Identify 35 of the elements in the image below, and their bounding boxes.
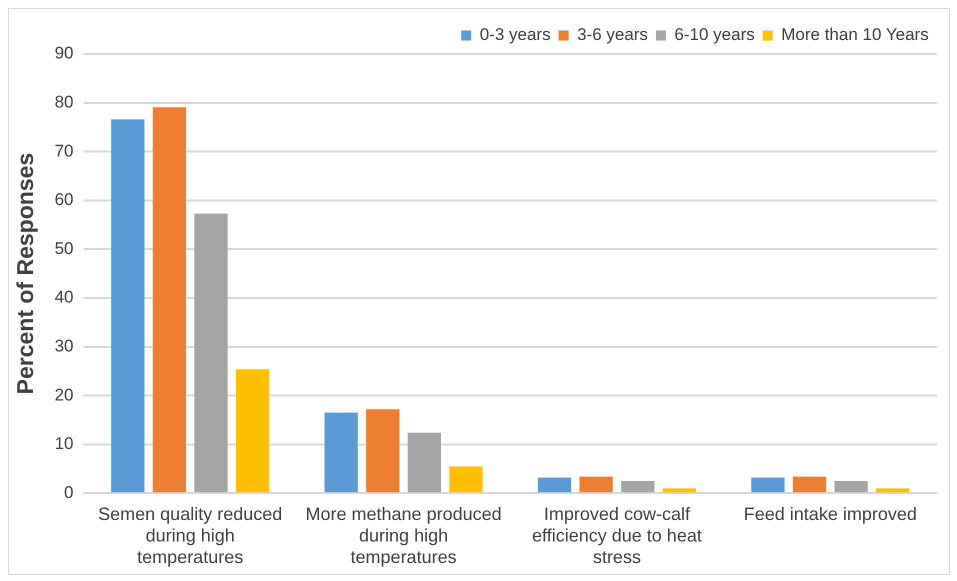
bar [111, 119, 144, 492]
y-tick-label: 60 [54, 190, 74, 210]
bar [449, 466, 483, 492]
bar [408, 432, 442, 492]
bar [236, 369, 270, 492]
bar [662, 488, 696, 492]
x-tick-label: Improved cow-calf efficiency due to heat stress [532, 504, 702, 568]
legend-label: 3-6 years [577, 25, 648, 44]
y-tick-label: 10 [54, 434, 74, 454]
y-tick-label: 90 [54, 44, 74, 63]
bar [834, 481, 868, 492]
bar [792, 476, 826, 492]
legend-label: 6-10 years [674, 25, 755, 44]
y-tick-label: 70 [54, 141, 74, 160]
y-tick-label: 50 [54, 238, 74, 258]
legend-label: 0-3 years [480, 25, 551, 44]
y-tick-label: 40 [54, 288, 74, 307]
x-tick-label: More methane produced during high temperatures [306, 504, 502, 568]
bar [579, 476, 613, 492]
bar [751, 478, 785, 492]
x-tick-label: Semen quality reduced during high temperatures [98, 504, 282, 568]
legend-label: More than 10 Years [781, 25, 929, 44]
bar [366, 409, 400, 492]
bar [621, 481, 654, 492]
bar [538, 478, 572, 492]
bar [152, 107, 186, 492]
y-tick-label: 0 [64, 482, 74, 502]
y-tick-label: 30 [54, 336, 74, 356]
bar [194, 214, 228, 492]
bar [324, 412, 358, 492]
y-axis-title: Percent of Responses [12, 152, 38, 394]
y-tick-label: 20 [54, 385, 74, 404]
y-tick-label: 80 [54, 92, 74, 112]
bar [876, 488, 910, 492]
x-tick-label: Feed intake improved [744, 504, 917, 524]
